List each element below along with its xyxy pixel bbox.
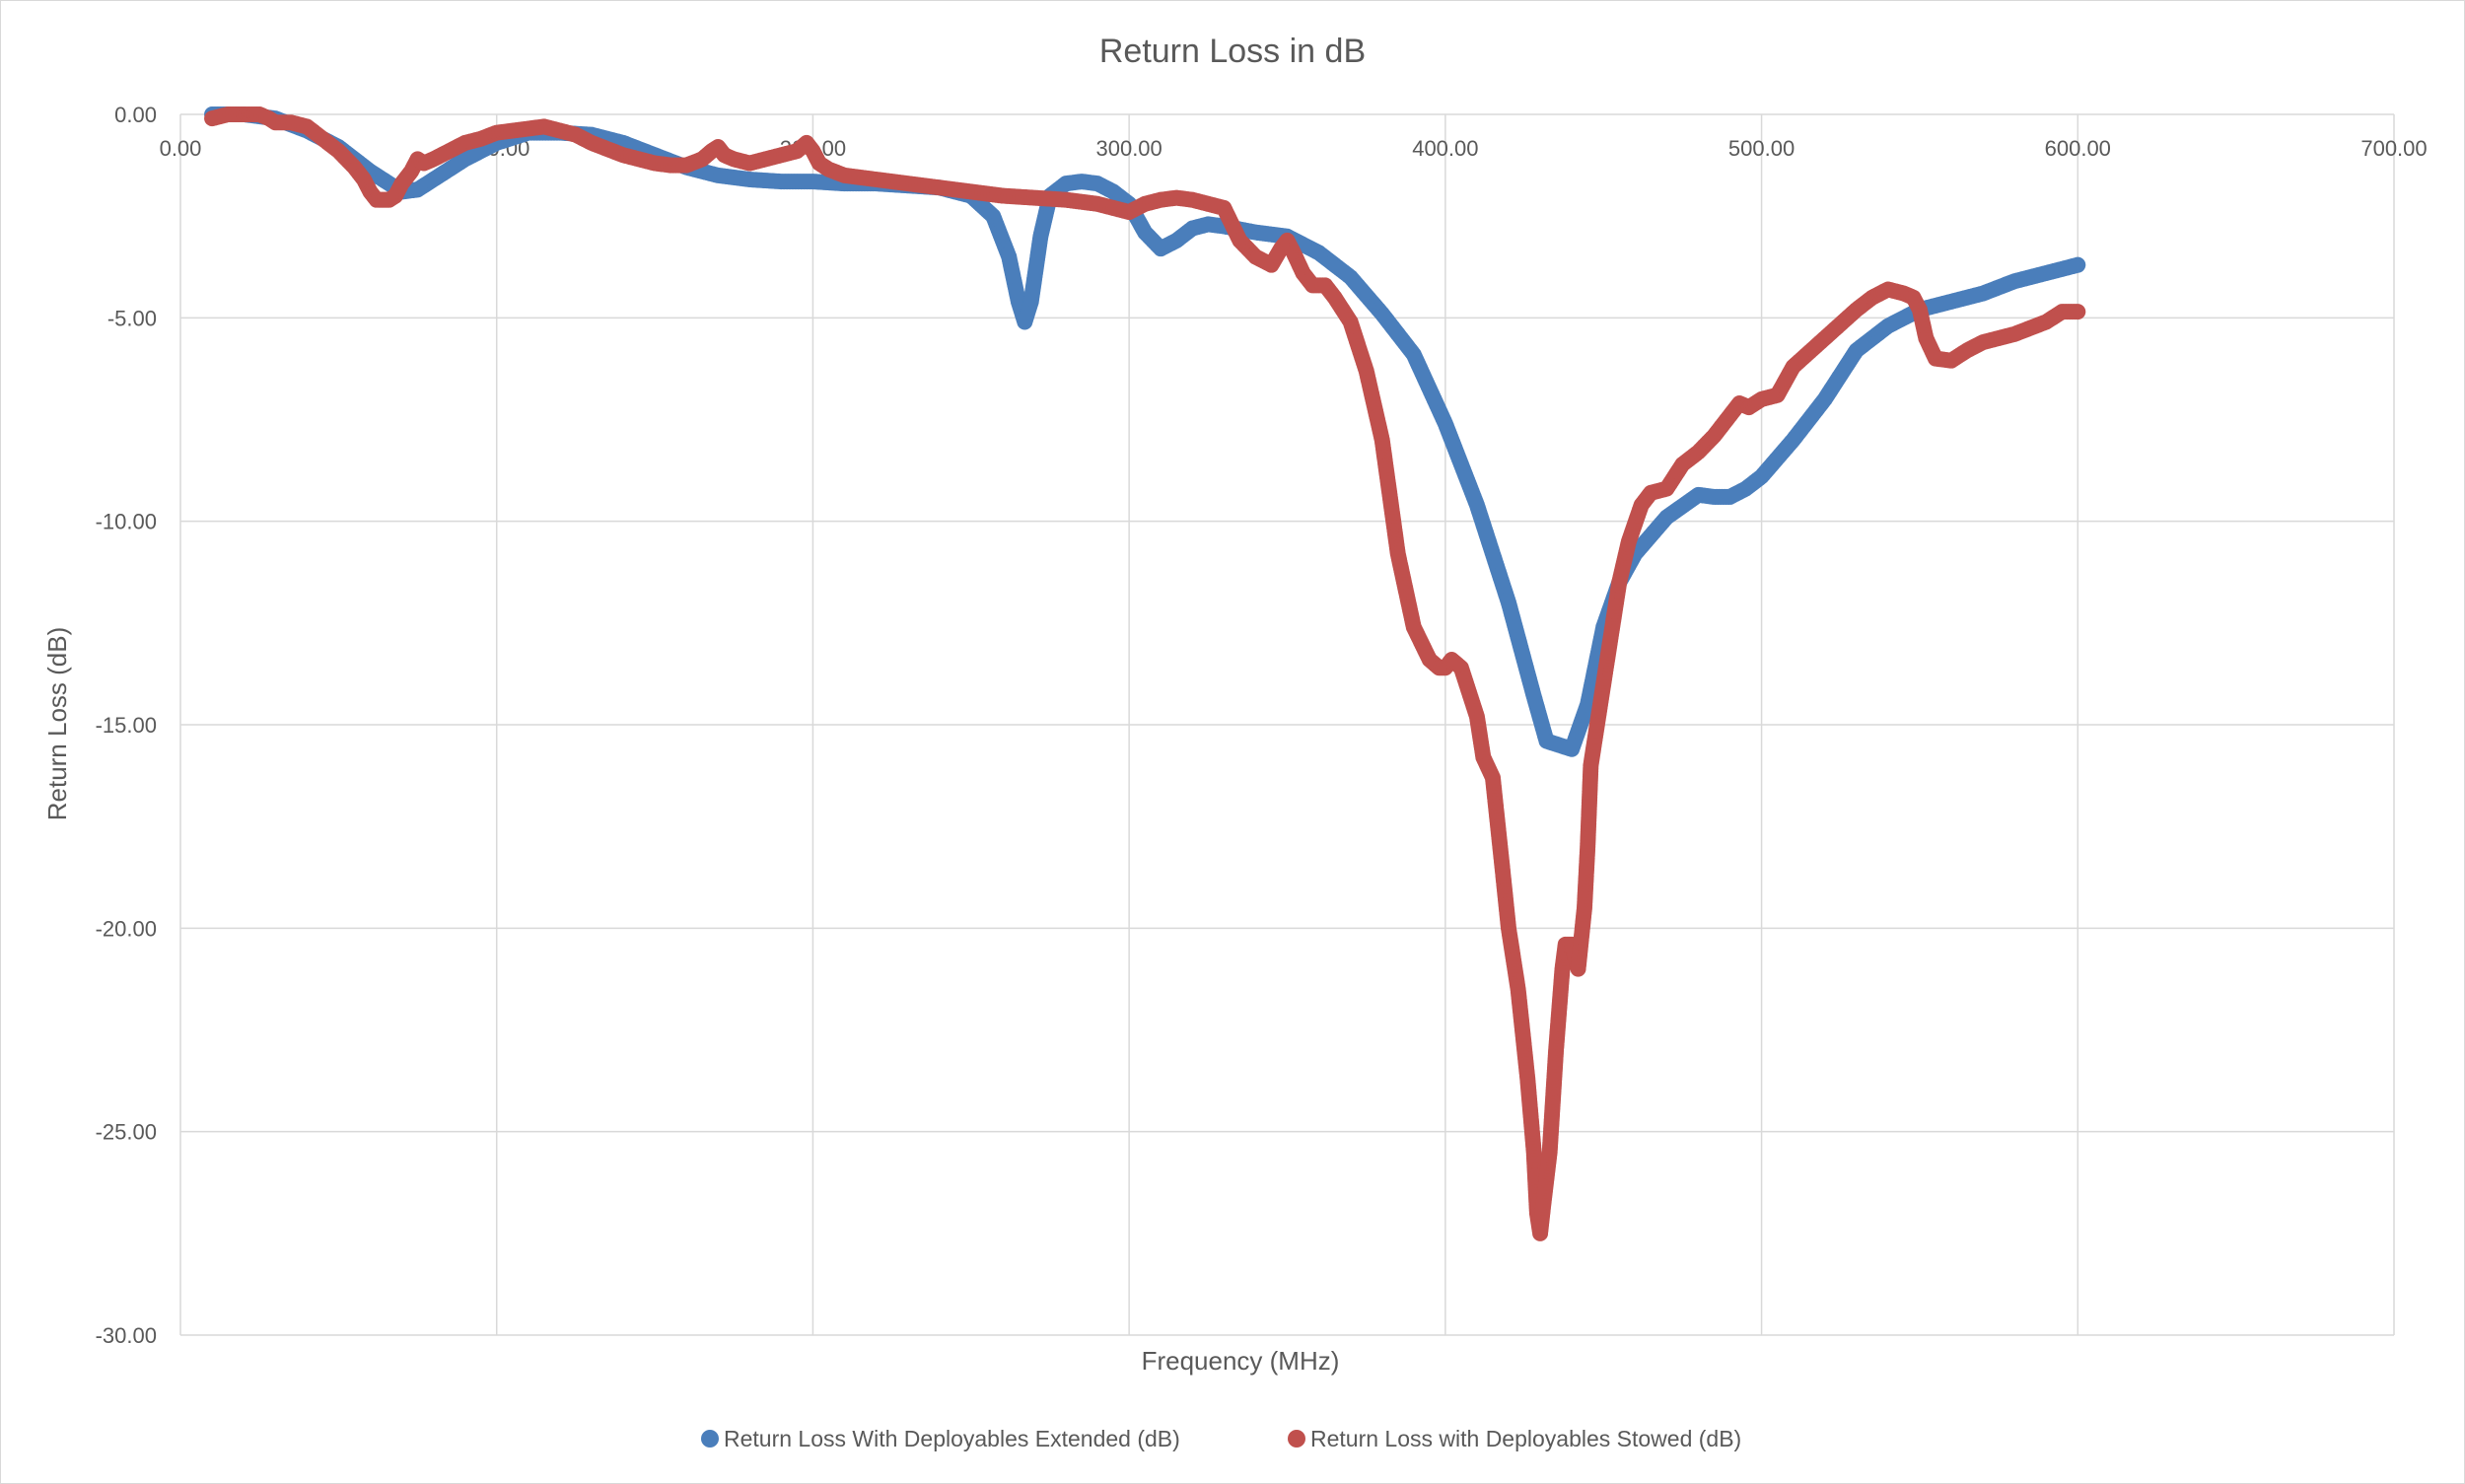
data-point [2070, 304, 2086, 320]
x-tick-label: 700.00 [2360, 136, 2427, 161]
gridlines [179, 113, 2395, 1336]
data-series [204, 106, 2086, 1241]
y-tick-label: -25.00 [96, 1120, 157, 1145]
y-tick-label: -30.00 [96, 1323, 157, 1348]
x-tick-label: 0.00 [160, 136, 202, 161]
x-tick-label: 300.00 [1095, 136, 1162, 161]
legend-entry-extended: Return Loss With Deployables Extended (d… [701, 1426, 1180, 1451]
x-axis-title: Frequency (MHz) [1142, 1346, 1340, 1376]
legend-label-stowed: Return Loss with Deployables Stowed (dB) [1310, 1426, 1741, 1451]
legend-entry-stowed: Return Loss with Deployables Stowed (dB) [1288, 1426, 1741, 1451]
legend-marker-stowed [1288, 1430, 1305, 1448]
x-tick-label: 400.00 [1412, 136, 1478, 161]
y-tick-label: -15.00 [96, 713, 157, 738]
legend: Return Loss With Deployables Extended (d… [701, 1426, 1741, 1451]
x-tick-label: 500.00 [1728, 136, 1795, 161]
legend-label-extended: Return Loss With Deployables Extended (d… [724, 1426, 1180, 1451]
y-axis-title: Return Loss (dB) [42, 627, 72, 821]
x-tick-label: 600.00 [2045, 136, 2111, 161]
chart-title: Return Loss in dB [1099, 33, 1366, 70]
y-tick-label: 0.00 [114, 103, 157, 127]
legend-marker-extended [701, 1430, 719, 1448]
data-point [2070, 256, 2086, 273]
series-stowed [204, 106, 2086, 1241]
y-tick-label: -10.00 [96, 510, 157, 534]
y-tick-labels: 0.00 -5.00 -10.00 -15.00 -20.00 -25.00 -30.00 [96, 103, 157, 1348]
y-tick-label: -5.00 [107, 306, 157, 330]
y-tick-label: -20.00 [96, 916, 157, 941]
